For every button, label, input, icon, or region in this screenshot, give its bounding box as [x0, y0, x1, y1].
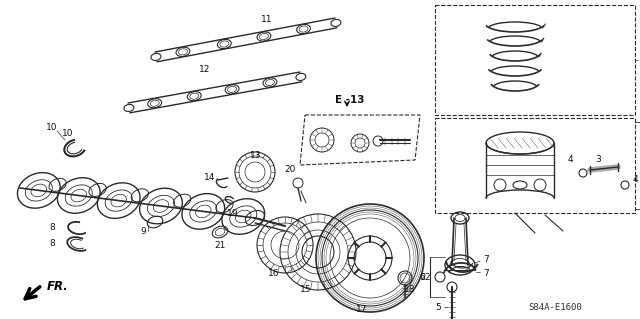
Text: 8: 8	[49, 224, 55, 233]
Text: 11: 11	[261, 16, 273, 25]
Text: 16: 16	[268, 269, 280, 278]
Bar	[435, 118, 635, 213]
Text: 19: 19	[227, 210, 239, 219]
Text: 15: 15	[300, 286, 312, 294]
Text: 5: 5	[435, 302, 441, 311]
Text: 6: 6	[419, 272, 425, 281]
Text: 10: 10	[46, 123, 58, 132]
Text: 14: 14	[204, 174, 216, 182]
Text: 18: 18	[404, 286, 416, 294]
Text: E -13: E -13	[335, 95, 365, 105]
Text: 22: 22	[420, 272, 431, 281]
Text: 4: 4	[567, 155, 573, 165]
Text: 21: 21	[214, 241, 226, 249]
Text: 13: 13	[250, 151, 262, 160]
Text: FR.: FR.	[47, 280, 68, 293]
Text: 12: 12	[199, 65, 211, 75]
Text: 7: 7	[483, 269, 489, 278]
Text: 7: 7	[483, 255, 489, 263]
Text: S84A-E1600: S84A-E1600	[528, 303, 582, 313]
Text: 4: 4	[632, 175, 638, 184]
Text: 3: 3	[595, 155, 601, 165]
Bar	[435, 5, 635, 115]
Text: 9: 9	[140, 227, 146, 236]
Text: 8: 8	[49, 240, 55, 249]
Text: 20: 20	[284, 166, 296, 174]
Text: 17: 17	[356, 306, 368, 315]
Text: 10: 10	[62, 129, 74, 137]
